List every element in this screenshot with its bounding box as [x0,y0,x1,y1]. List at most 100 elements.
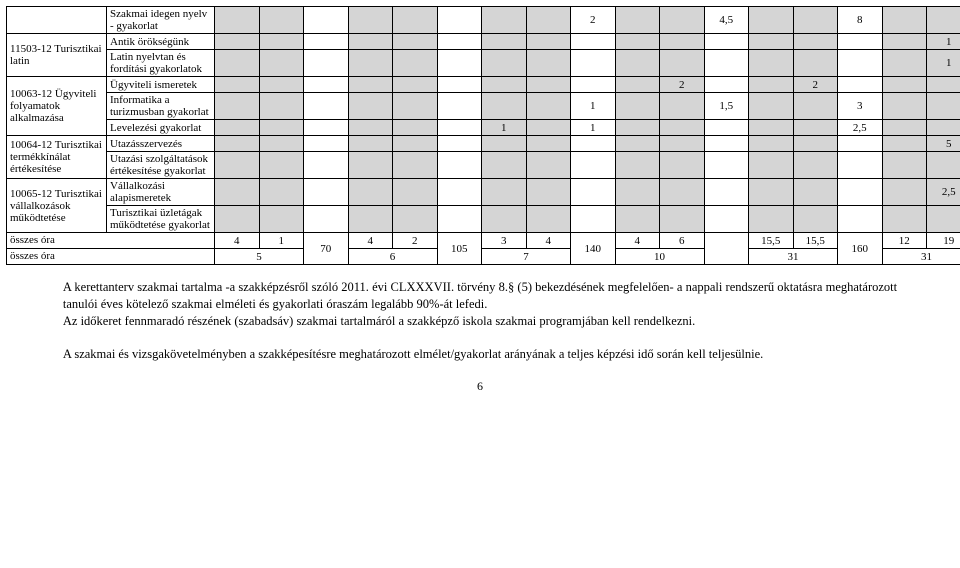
value-cell [882,152,927,179]
value-cell [304,179,349,206]
value-cell [749,93,794,120]
value-cell [749,206,794,233]
value-cell [437,136,482,152]
value-cell [259,206,304,233]
value-cell [348,77,393,93]
total-cell: 15,5 [793,233,838,249]
value-cell [304,136,349,152]
value-cell [571,34,616,50]
totals-label: összes óra [7,233,215,249]
value-cell [927,120,960,136]
value-cell [882,120,927,136]
value-cell [749,152,794,179]
value-cell [615,136,660,152]
total-cell: 4 [526,233,571,249]
value-cell: 1 [927,50,960,77]
value-cell [615,7,660,34]
value-cell [348,50,393,77]
value-cell [215,120,260,136]
value-cell [882,77,927,93]
value-cell [437,120,482,136]
paragraph-1-b: Az időkeret fennmaradó részének (szabads… [63,314,695,328]
value-cell [793,206,838,233]
value-cell [571,152,616,179]
table-row: 10065-12 Turisztikai vállalkozások működ… [7,179,960,206]
value-cell [215,50,260,77]
value-cell [615,50,660,77]
value-cell [793,7,838,34]
value-cell [704,152,749,179]
total-cell: 2 [393,233,438,249]
table-row: Informatika a turizmusban gyakorlat11,53 [7,93,960,120]
totals-row-1: összes óra417042105341404615,515,5160121… [7,233,960,249]
value-cell [259,93,304,120]
value-cell [304,50,349,77]
value-cell [704,77,749,93]
value-cell [393,206,438,233]
total-cell: 4 [215,233,260,249]
value-cell [749,120,794,136]
value-cell [615,120,660,136]
value-cell [838,34,883,50]
subject-cell: Utazási szolgáltatások értékesítése gyak… [107,152,215,179]
value-cell [704,34,749,50]
value-cell [482,7,527,34]
total-cell: 4 [348,233,393,249]
value-cell [749,179,794,206]
table-row: Szakmai idegen nyelv - gyakorlat24,58 [7,7,960,34]
value-cell: 4,5 [704,7,749,34]
value-cell [793,34,838,50]
value-cell [793,120,838,136]
total-cell: 19 [927,233,960,249]
value-cell [704,50,749,77]
total-cell: 6 [660,233,705,249]
table-row: Utazási szolgáltatások értékesítése gyak… [7,152,960,179]
subject-cell: Szakmai idegen nyelv - gyakorlat [107,7,215,34]
value-cell [482,136,527,152]
value-cell [660,34,705,50]
value-cell [393,152,438,179]
value-cell: 2,5 [838,120,883,136]
value-cell [437,179,482,206]
value-cell [704,120,749,136]
total-cell: 3 [482,233,527,249]
value-cell [526,34,571,50]
curriculum-table: Szakmai idegen nyelv - gyakorlat 2 4,5 8 1 15… [6,6,960,265]
subject-cell: Turisztikai üzletágak működtetése gyakor… [107,206,215,233]
value-cell [793,93,838,120]
value-cell [304,93,349,120]
value-cell [482,179,527,206]
value-cell [393,179,438,206]
subject-cell: Utazásszervezés [107,136,215,152]
value-cell: 1 [927,34,960,50]
total-cell: 6 [348,249,437,265]
value-cell [215,136,260,152]
value-cell [437,93,482,120]
value-cell [526,77,571,93]
value-cell [882,50,927,77]
value-cell [927,93,960,120]
module-cell: 10063-12 Ügyviteli folyamatok alkalmazás… [7,77,107,136]
value-cell [304,152,349,179]
total-cell: 4 [615,233,660,249]
total-cell: 1 [259,233,304,249]
value-cell [927,77,960,93]
value-cell [526,120,571,136]
value-cell [660,136,705,152]
value-cell: 1 [571,120,616,136]
value-cell [838,179,883,206]
value-cell [393,120,438,136]
total-cell: 7 [482,249,571,265]
value-cell [793,136,838,152]
value-cell [793,152,838,179]
value-cell [259,7,304,34]
subject-cell: Informatika a turizmusban gyakorlat [107,93,215,120]
value-cell [571,206,616,233]
value-cell [793,50,838,77]
value-cell: 8 [838,7,883,34]
subject-cell: Antik örökségünk [107,34,215,50]
merged-total-cell: 70 [304,233,349,265]
value-cell [615,179,660,206]
value-cell [259,50,304,77]
value-cell [615,93,660,120]
